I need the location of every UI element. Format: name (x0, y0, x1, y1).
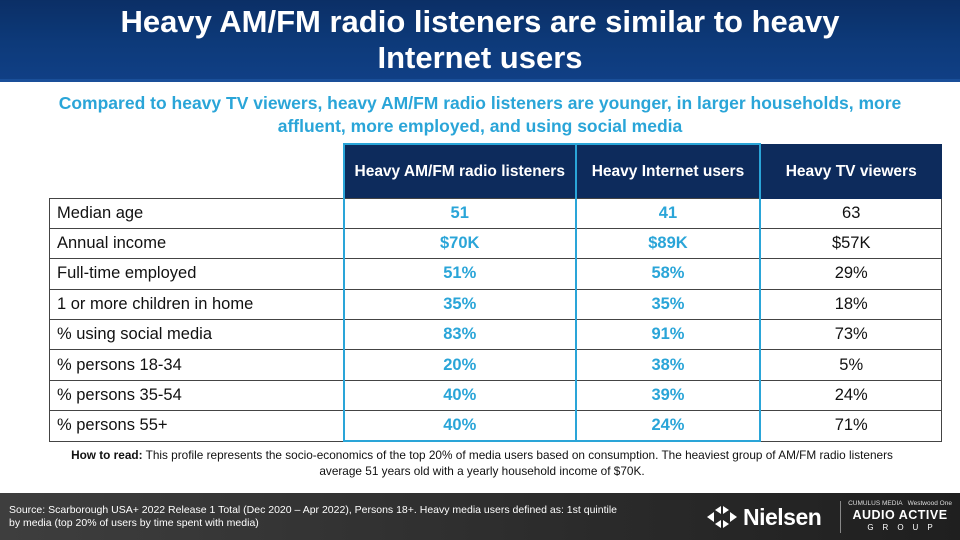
row-label: 1 or more children in home (49, 288, 344, 321)
nielsen-logo: Nielsen (705, 502, 822, 532)
radio-value: 40% (342, 410, 577, 443)
tv-value: $57K (759, 227, 943, 260)
radio-value: 83% (342, 319, 577, 351)
tv-value: 24% (759, 379, 943, 412)
tv-value: 63 (759, 197, 943, 229)
internet-value: 39% (575, 379, 761, 412)
nielsen-wordmark: Nielsen (743, 503, 822, 530)
logo-divider (840, 501, 841, 533)
row-label: % persons 55+ (49, 410, 344, 442)
column-header-internet: Heavy Internet users (574, 143, 761, 198)
table-row: 1 or more children in home 35% 35% 18% (49, 288, 943, 321)
row-label: % persons 18-34 (49, 349, 344, 381)
internet-value: 91% (575, 319, 761, 351)
audio-active-group-logo: CUMULUS MEDIA Westwood One AUDIO ACTIVE … (846, 499, 954, 533)
table-row: Median age 51 41 63 (49, 197, 943, 229)
radio-value: 40% (342, 379, 577, 412)
row-label: % persons 35-54 (49, 379, 344, 412)
row-label: Annual income (49, 227, 344, 260)
slide-title: Heavy AM/FM radio listeners are similar … (120, 3, 840, 75)
cumulus-logo-text: CUMULUS MEDIA (848, 500, 903, 507)
table-header-row: Heavy AM/FM radio listeners Heavy Intern… (50, 143, 943, 199)
title-banner: Heavy AM/FM radio listeners are similar … (0, 0, 960, 82)
column-header-radio: Heavy AM/FM radio listeners (342, 143, 577, 198)
westwood-one-logo-text: Westwood One (907, 500, 952, 507)
table-row: % using social media 83% 91% 73% (49, 319, 943, 351)
profile-table: Heavy AM/FM radio listeners Heavy Intern… (49, 143, 943, 443)
internet-value: 38% (575, 349, 761, 381)
radio-value: 51% (342, 258, 577, 290)
table-row: Full-time employed 51% 58% 29% (49, 258, 943, 290)
radio-value: 35% (342, 288, 577, 321)
tv-value: 71% (759, 410, 943, 442)
table-corner (50, 144, 344, 198)
row-label: % using social media (49, 319, 344, 351)
tv-value: 5% (759, 349, 943, 381)
internet-value: 35% (575, 288, 761, 321)
table-row: Annual income $70K $89K $57K (49, 227, 943, 260)
radio-value: 20% (342, 349, 577, 381)
slide-subtitle: Compared to heavy TV viewers, heavy AM/F… (58, 93, 902, 136)
tv-value: 18% (759, 288, 943, 321)
internet-value: 24% (575, 410, 761, 443)
tv-value: 29% (759, 258, 943, 290)
tv-value: 73% (759, 319, 943, 351)
how-to-read-note: How to read: This profile represents the… (56, 447, 908, 479)
audio-active-wordmark: AUDIO ACTIVE (852, 508, 948, 522)
internet-value: 58% (575, 258, 761, 290)
table-row: % persons 35-54 40% 39% 24% (49, 379, 943, 412)
internet-value: $89K (575, 227, 761, 260)
nielsen-mark-icon (707, 506, 737, 528)
row-label: Full-time employed (49, 258, 344, 290)
radio-value: 51 (342, 197, 577, 229)
row-label: Median age (49, 197, 344, 229)
table-row: % persons 18-34 20% 38% 5% (49, 349, 943, 381)
source-note: Source: Scarborough USA+ 2022 Release 1 … (9, 504, 618, 529)
footer-bar: Source: Scarborough USA+ 2022 Release 1 … (0, 493, 960, 540)
how-to-read-text: This profile represents the socio-econom… (145, 448, 893, 478)
column-header-tv: Heavy TV viewers (759, 143, 943, 199)
group-wordmark: GROUP (867, 523, 942, 532)
how-to-read-label: How to read: (71, 448, 143, 462)
radio-value: $70K (342, 227, 577, 260)
table-row: % persons 55+ 40% 24% 71% (49, 410, 943, 443)
internet-value: 41 (575, 197, 761, 229)
aa-partner-logos: CUMULUS MEDIA Westwood One (846, 499, 954, 508)
